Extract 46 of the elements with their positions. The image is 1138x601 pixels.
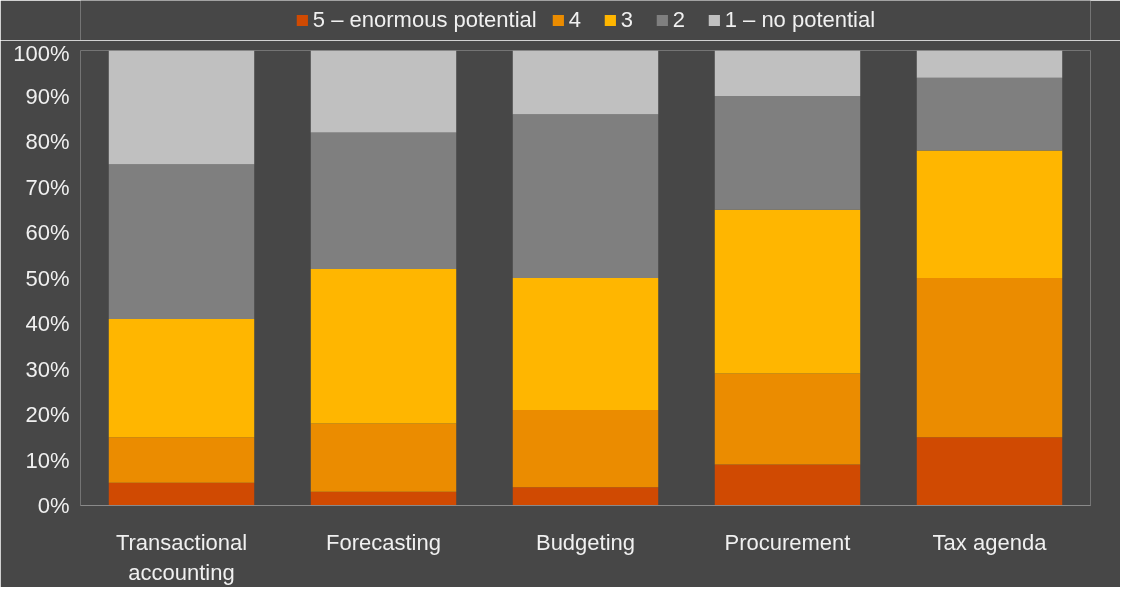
bar <box>512 409 659 488</box>
bar <box>512 278 659 410</box>
legend-label: 3 <box>620 7 634 33</box>
bar <box>714 96 861 210</box>
y-tick-label: 20% <box>25 402 70 427</box>
x-tick-label: Tax agenda <box>932 529 1048 555</box>
legend-label: 4 <box>568 7 582 33</box>
y-tick-label: 50% <box>25 265 70 291</box>
bar <box>108 318 255 438</box>
y-tick-label: 100% <box>13 40 70 66</box>
legend-label: 1 – no potential <box>724 7 876 33</box>
legend-label: 2 <box>672 7 686 33</box>
bar <box>916 437 1063 506</box>
y-tick-label: 60% <box>25 220 70 245</box>
bar <box>714 373 861 465</box>
bar <box>108 50 255 165</box>
x-tick-label: Procurement <box>724 529 851 555</box>
x-tick-label: Transactional accounting <box>115 529 248 585</box>
bar <box>310 423 457 492</box>
y-tick-label: 0% <box>37 493 70 518</box>
bar <box>916 50 1063 78</box>
bar <box>916 77 1063 151</box>
bar <box>108 437 255 483</box>
x-tick-label: Forecasting <box>326 529 441 555</box>
bar <box>714 464 861 506</box>
bar <box>512 114 659 278</box>
y-tick-label: 80% <box>25 129 70 154</box>
bar <box>512 50 659 115</box>
x-tick-label: Budgeting <box>535 529 636 555</box>
bar <box>310 268 457 424</box>
bar <box>916 150 1063 278</box>
bar <box>108 482 255 506</box>
bar <box>310 50 457 133</box>
legend-label: 5 – enormous potential <box>312 7 537 33</box>
y-tick-label: 40% <box>25 311 70 336</box>
bar <box>916 278 1063 438</box>
y-tick-label: 90% <box>25 83 70 109</box>
bar <box>310 132 457 269</box>
y-tick-label: 10% <box>25 447 70 473</box>
bar <box>108 164 255 319</box>
y-tick-label: 30% <box>25 356 70 382</box>
bar <box>512 487 659 506</box>
bar <box>714 209 861 374</box>
bar <box>310 491 457 506</box>
y-tick-label: 70% <box>25 174 70 200</box>
bar <box>714 50 861 96</box>
